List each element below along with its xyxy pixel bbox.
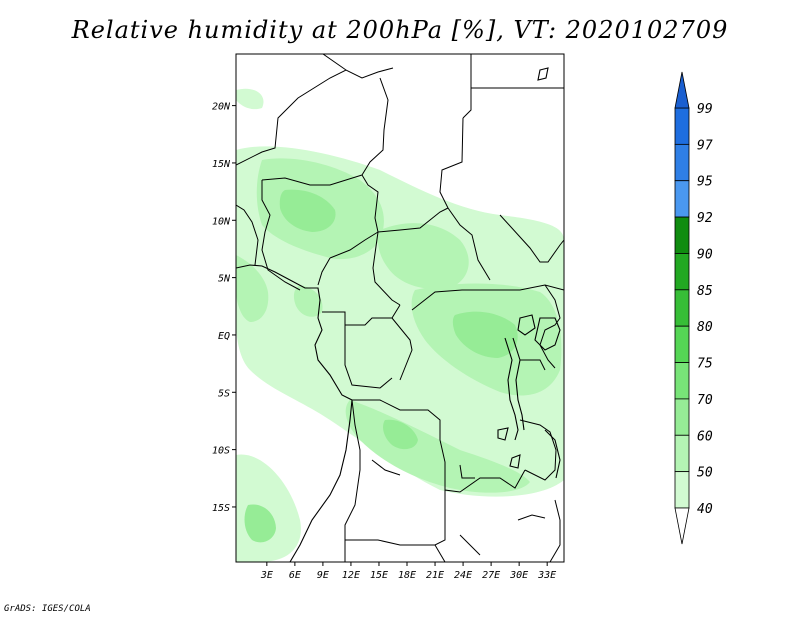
colorbar-segment — [674, 289, 690, 327]
lon-tick-label: 9E — [317, 570, 329, 581]
colorbar-label: 92 — [697, 211, 713, 226]
lon-tick-label: 21E — [426, 570, 444, 581]
lon-tick-label: 27E — [482, 570, 500, 581]
colorbar-max-triangle — [674, 71, 690, 109]
colorbar-label: 60 — [697, 429, 713, 444]
lon-tick-label: 6E — [289, 570, 301, 581]
colorbar-label: 97 — [697, 138, 713, 153]
lat-tick-label: 5S — [218, 388, 230, 399]
colorbar-segment — [674, 398, 690, 436]
humidity-shading — [236, 88, 564, 562]
longitude-axis: 3E 6E 9E 12E 15E 18E 21E 24E 27E 30E 33E — [260, 562, 556, 581]
lat-tick-label: 15N — [212, 159, 231, 170]
colorbar-label: 95 — [697, 175, 713, 190]
colorbar-label: 70 — [697, 393, 713, 408]
colorbar-segment — [674, 143, 690, 182]
lon-tick-label: 3E — [260, 570, 273, 581]
coastline — [236, 67, 561, 562]
colorbar-label: 80 — [697, 320, 713, 335]
lat-tick-label: EQ — [218, 331, 230, 342]
lon-tick-label: 24E — [454, 570, 472, 581]
colorbar-segment — [674, 216, 690, 254]
lat-tick-label: 15S — [212, 503, 230, 514]
lon-tick-label: 18E — [398, 570, 416, 581]
lat-tick-label: 10S — [212, 446, 230, 457]
map-frame — [235, 53, 565, 563]
colorbar-segment — [674, 471, 690, 509]
colorbar-label: 40 — [697, 502, 713, 517]
lat-tick-label: 10N — [212, 216, 231, 227]
colorbar-segment — [674, 107, 690, 145]
map-title: Relative humidity at 200hPa [%], VT: 202… — [71, 16, 729, 44]
lon-tick-label: 15E — [370, 570, 388, 581]
latitude-axis: 20N 15N 10N 5N EQ 5S 10S 15S — [212, 102, 236, 514]
lon-tick-label: 30E — [509, 570, 528, 581]
colorbar-label: 50 — [697, 466, 713, 481]
colorbar-label: 90 — [697, 247, 713, 262]
colorbar-segment — [674, 362, 690, 400]
lon-tick-label: 33E — [537, 570, 556, 581]
lat-tick-label: 5N — [218, 274, 231, 285]
colorbar-label: 85 — [697, 284, 713, 299]
colorbar-segment — [674, 180, 690, 218]
colorbar-min-triangle — [674, 507, 690, 545]
footer-credit: GrADS: IGES/COLA — [4, 604, 91, 614]
colorbar-label: 75 — [697, 357, 713, 372]
colorbar-segment — [674, 434, 690, 473]
country-borders — [236, 54, 564, 562]
rh-70-75-band — [244, 189, 518, 543]
colorbar-segment — [674, 325, 690, 363]
colorbar: 99 97 95 92 90 85 80 75 70 60 50 40 — [674, 71, 713, 545]
lat-tick-label: 20N — [212, 102, 231, 113]
colorbar-label: 99 — [697, 102, 713, 117]
colorbar-segment — [674, 253, 690, 291]
lon-tick-label: 12E — [342, 570, 360, 581]
